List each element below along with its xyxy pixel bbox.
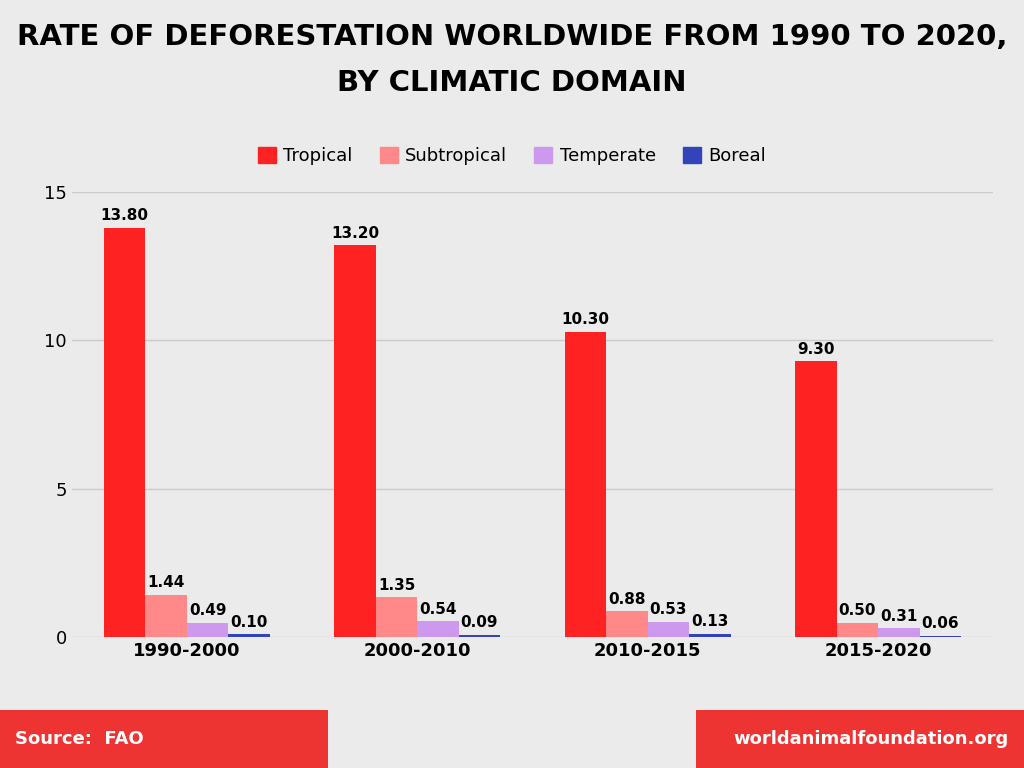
Bar: [837, 623, 878, 637]
Text: BY CLIMATIC DOMAIN: BY CLIMATIC DOMAIN: [337, 69, 687, 97]
Bar: [418, 621, 459, 637]
Text: 0.31: 0.31: [881, 609, 918, 624]
Bar: [376, 598, 418, 637]
Bar: [459, 635, 500, 637]
Bar: [104, 227, 145, 637]
Bar: [795, 361, 837, 637]
Bar: [145, 594, 186, 637]
Text: 0.88: 0.88: [608, 592, 646, 607]
Text: worldanimalfoundation.org: worldanimalfoundation.org: [733, 730, 1009, 748]
Text: 13.80: 13.80: [100, 208, 148, 223]
Text: 13.20: 13.20: [331, 226, 379, 241]
Bar: [689, 634, 731, 637]
Bar: [334, 246, 376, 637]
Text: 0.13: 0.13: [691, 614, 728, 629]
Bar: [920, 636, 961, 637]
Text: 0.49: 0.49: [188, 604, 226, 618]
Text: 0.50: 0.50: [839, 603, 877, 618]
Text: 0.54: 0.54: [419, 602, 457, 617]
Bar: [878, 628, 920, 637]
Text: RATE OF DEFORESTATION WORLDWIDE FROM 1990 TO 2020,: RATE OF DEFORESTATION WORLDWIDE FROM 199…: [16, 23, 1008, 51]
Text: 10.30: 10.30: [561, 312, 609, 327]
Bar: [606, 611, 647, 637]
Text: 1.44: 1.44: [147, 575, 184, 591]
Text: 0.09: 0.09: [461, 615, 499, 631]
Text: 0.10: 0.10: [230, 615, 267, 630]
Text: 0.53: 0.53: [649, 602, 687, 617]
Text: 0.06: 0.06: [922, 616, 959, 631]
Bar: [228, 634, 270, 637]
Bar: [647, 622, 689, 637]
Text: Source:  FAO: Source: FAO: [15, 730, 144, 748]
Text: 1.35: 1.35: [378, 578, 415, 593]
Bar: [564, 332, 606, 637]
Legend: Tropical, Subtropical, Temperate, Boreal: Tropical, Subtropical, Temperate, Boreal: [251, 140, 773, 172]
Bar: [186, 623, 228, 637]
Text: 9.30: 9.30: [797, 342, 835, 357]
